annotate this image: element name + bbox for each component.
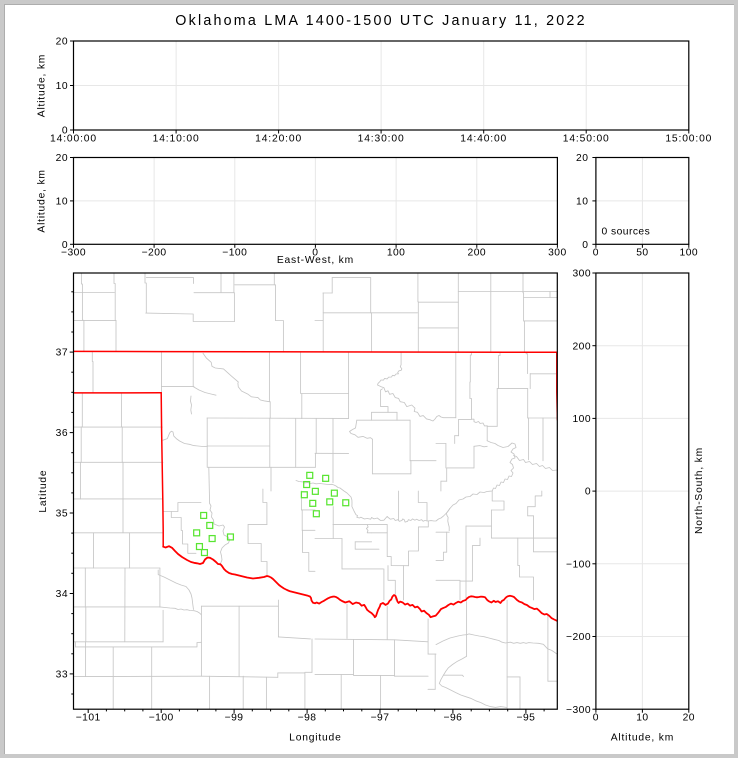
svg-text:20: 20 — [56, 153, 68, 164]
svg-text:−98: −98 — [298, 712, 317, 723]
svg-text:Oklahoma LMA 1400-1500 UTC Jan: Oklahoma LMA 1400-1500 UTC January 11, 2… — [175, 13, 586, 29]
svg-text:−100: −100 — [566, 559, 591, 570]
svg-text:14:10:00: 14:10:00 — [153, 134, 200, 145]
svg-text:Longitude: Longitude — [289, 732, 341, 743]
svg-text:East-West, km: East-West, km — [277, 255, 354, 266]
svg-text:0: 0 — [585, 487, 591, 498]
svg-text:20: 20 — [683, 712, 695, 723]
svg-text:300: 300 — [548, 248, 567, 259]
svg-text:−100: −100 — [222, 248, 247, 259]
svg-text:20: 20 — [576, 153, 588, 164]
svg-text:35: 35 — [56, 509, 68, 520]
svg-text:0: 0 — [593, 248, 599, 259]
svg-text:Altitude, km: Altitude, km — [37, 54, 48, 117]
svg-text:50: 50 — [636, 248, 648, 259]
svg-text:34: 34 — [56, 589, 68, 600]
svg-text:14:00:00: 14:00:00 — [50, 134, 97, 145]
svg-text:0: 0 — [312, 248, 318, 259]
svg-text:300: 300 — [572, 269, 591, 280]
svg-text:10: 10 — [56, 197, 68, 208]
svg-text:0: 0 — [62, 240, 68, 251]
svg-text:200: 200 — [572, 341, 591, 352]
svg-text:100: 100 — [387, 248, 406, 259]
svg-text:100: 100 — [572, 414, 591, 425]
svg-text:Altitude, km: Altitude, km — [611, 732, 674, 743]
svg-text:0: 0 — [593, 712, 599, 723]
svg-text:0: 0 — [582, 240, 588, 251]
svg-text:37: 37 — [56, 348, 68, 359]
svg-text:−99: −99 — [225, 712, 244, 723]
svg-text:−95: −95 — [516, 712, 535, 723]
svg-text:−96: −96 — [443, 712, 462, 723]
svg-text:14:30:00: 14:30:00 — [358, 134, 405, 145]
svg-text:0 sources: 0 sources — [602, 227, 651, 238]
svg-text:20: 20 — [56, 37, 68, 48]
svg-text:10: 10 — [56, 81, 68, 92]
svg-text:100: 100 — [680, 248, 699, 259]
svg-text:North-South, km: North-South, km — [694, 447, 705, 534]
svg-text:33: 33 — [56, 670, 68, 681]
svg-text:−97: −97 — [371, 712, 390, 723]
svg-text:−100: −100 — [149, 712, 174, 723]
svg-text:200: 200 — [468, 248, 487, 259]
svg-text:−200: −200 — [566, 632, 591, 643]
svg-text:−300: −300 — [566, 705, 591, 716]
svg-text:14:50:00: 14:50:00 — [563, 134, 610, 145]
svg-text:0: 0 — [62, 126, 68, 137]
svg-text:14:40:00: 14:40:00 — [460, 134, 507, 145]
svg-text:−300: −300 — [61, 248, 86, 259]
svg-text:14:20:00: 14:20:00 — [255, 134, 302, 145]
svg-text:10: 10 — [576, 197, 588, 208]
svg-text:15:00:00: 15:00:00 — [665, 134, 712, 145]
svg-text:36: 36 — [56, 428, 68, 439]
svg-text:−101: −101 — [76, 712, 101, 723]
svg-text:Latitude: Latitude — [38, 470, 49, 513]
svg-text:10: 10 — [636, 712, 648, 723]
svg-text:−200: −200 — [142, 248, 167, 259]
svg-text:Altitude, km: Altitude, km — [37, 169, 48, 232]
